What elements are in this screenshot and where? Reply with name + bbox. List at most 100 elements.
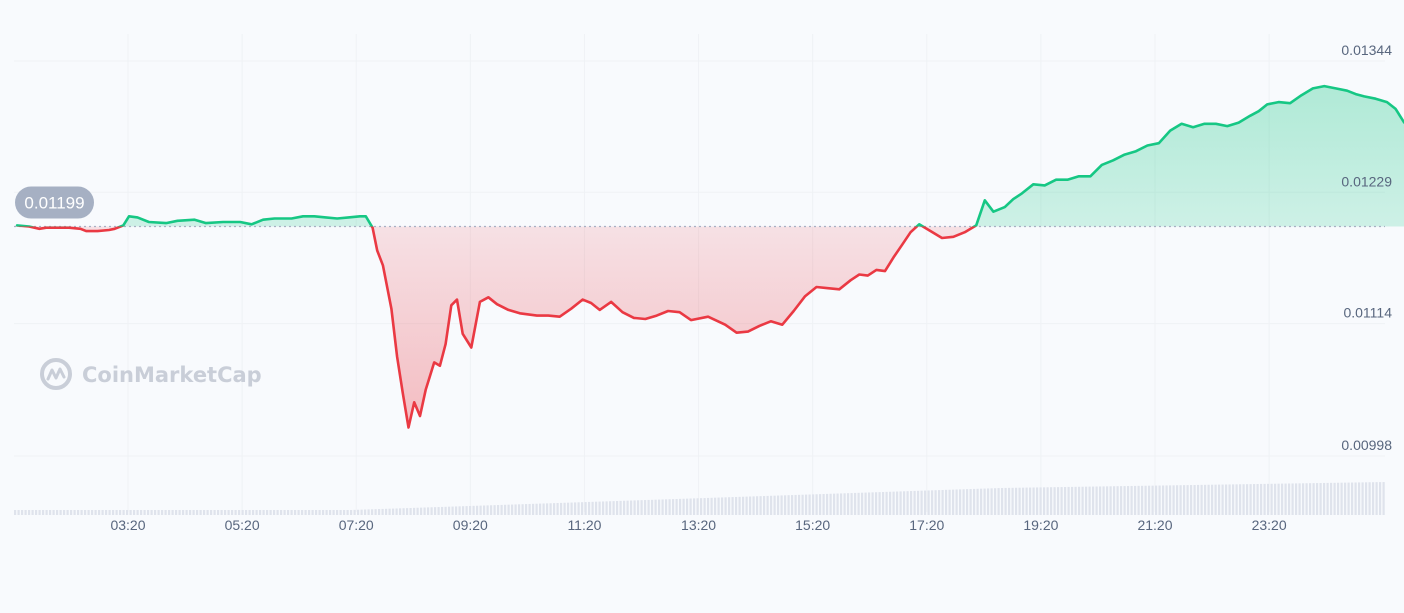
volume-bar	[913, 490, 916, 515]
volume-bar	[668, 499, 671, 515]
volume-bar	[875, 492, 878, 515]
volume-bar	[1214, 484, 1217, 515]
volume-bar	[304, 510, 307, 515]
volume-bar	[1277, 483, 1280, 515]
volume-bar	[490, 505, 493, 515]
volume-bar	[395, 508, 398, 515]
volume-bar	[1274, 483, 1277, 515]
volume-bar	[392, 508, 395, 515]
volume-bar	[416, 507, 419, 515]
volume-bar	[843, 493, 846, 515]
volume-bar	[1368, 482, 1371, 515]
volume-bar	[465, 506, 468, 515]
volume-bar	[1113, 486, 1116, 515]
volume-bar	[119, 510, 122, 515]
volume-bar	[938, 490, 941, 515]
volume-bar	[553, 503, 556, 515]
volume-bar	[1085, 486, 1088, 515]
volume-bar	[605, 501, 608, 515]
volume-bar	[731, 497, 734, 515]
volume-bar	[430, 507, 433, 515]
volume-bar	[973, 488, 976, 515]
coinmarketcap-logo-icon	[40, 358, 72, 390]
volume-bar	[1123, 486, 1126, 515]
volume-bar	[1316, 483, 1319, 515]
volume-bar	[329, 510, 332, 515]
volume-bar	[808, 494, 811, 515]
volume-bar	[1253, 484, 1256, 515]
volume-bar	[1309, 483, 1312, 515]
x-tick-label: 17:20	[909, 517, 944, 533]
volume-bar	[630, 500, 633, 515]
volume-bar	[336, 510, 339, 515]
volume-bar	[1015, 487, 1018, 515]
volume-bar	[189, 510, 192, 515]
volume-bar	[885, 491, 888, 515]
volume-bar	[1190, 485, 1193, 515]
x-tick-label: 07:20	[339, 517, 374, 533]
volume-bar	[1288, 483, 1291, 515]
volume-bar	[997, 488, 1000, 515]
volume-bar	[182, 510, 185, 515]
volume-bar	[742, 496, 745, 515]
watermark-text: CoinMarketCap	[82, 363, 262, 387]
volume-bar	[469, 505, 472, 515]
volume-bar	[1141, 485, 1144, 515]
volume-bar	[780, 495, 783, 515]
volume-bar	[658, 499, 661, 515]
volume-bar	[493, 505, 496, 515]
volume-bar	[1326, 482, 1329, 515]
volume-bar	[49, 510, 52, 515]
volume-bar	[245, 510, 248, 515]
volume-bar	[1172, 485, 1175, 515]
volume-bar	[1074, 486, 1077, 515]
volume-bar	[434, 507, 437, 515]
volume-bar	[203, 510, 206, 515]
volume-bar	[84, 510, 87, 515]
volume-bar	[889, 491, 892, 515]
volume-bar	[406, 508, 409, 515]
volume-bar	[87, 510, 90, 515]
volume-bar	[759, 496, 762, 515]
volume-bar	[458, 506, 461, 515]
price-line-down	[16, 226, 977, 429]
volume-bar	[819, 494, 822, 515]
volume-bar	[1106, 486, 1109, 515]
volume-bar	[73, 510, 76, 515]
volume-bar	[833, 493, 836, 515]
volume-bar	[70, 510, 73, 515]
volume-bar	[962, 489, 965, 515]
volume-bar	[574, 502, 577, 515]
volume-bar	[1256, 484, 1259, 515]
volume-bar	[812, 494, 815, 515]
volume-bar	[259, 510, 262, 515]
volume-bar	[1081, 486, 1084, 515]
volume-bar	[308, 510, 311, 515]
x-tick-label: 13:20	[681, 517, 716, 533]
volume-bar	[1008, 487, 1011, 515]
volume-bar	[210, 510, 213, 515]
volume-bar	[1246, 484, 1249, 515]
volume-bar	[535, 503, 538, 515]
volume-bar	[693, 498, 696, 515]
volume-bar	[1011, 487, 1014, 515]
volume-bar	[213, 510, 216, 515]
volume-bar	[826, 493, 829, 515]
volume-bar	[661, 499, 664, 515]
volume-bar	[521, 504, 524, 515]
volume-bar	[1165, 485, 1168, 515]
volume-bar	[1162, 485, 1165, 515]
volume-bar	[763, 496, 766, 515]
volume-bar	[220, 510, 223, 515]
volume-bar	[896, 491, 899, 515]
volume-bar	[413, 507, 416, 515]
volume-bar	[1127, 486, 1130, 515]
volume-bar	[1169, 485, 1172, 515]
volume-bar	[766, 495, 769, 515]
volume-bar	[472, 505, 475, 515]
volume-bar	[1158, 485, 1161, 515]
volume-bar	[903, 491, 906, 515]
volume-bar	[994, 488, 997, 515]
volume-bar	[563, 502, 566, 515]
volume-bar	[217, 510, 220, 515]
